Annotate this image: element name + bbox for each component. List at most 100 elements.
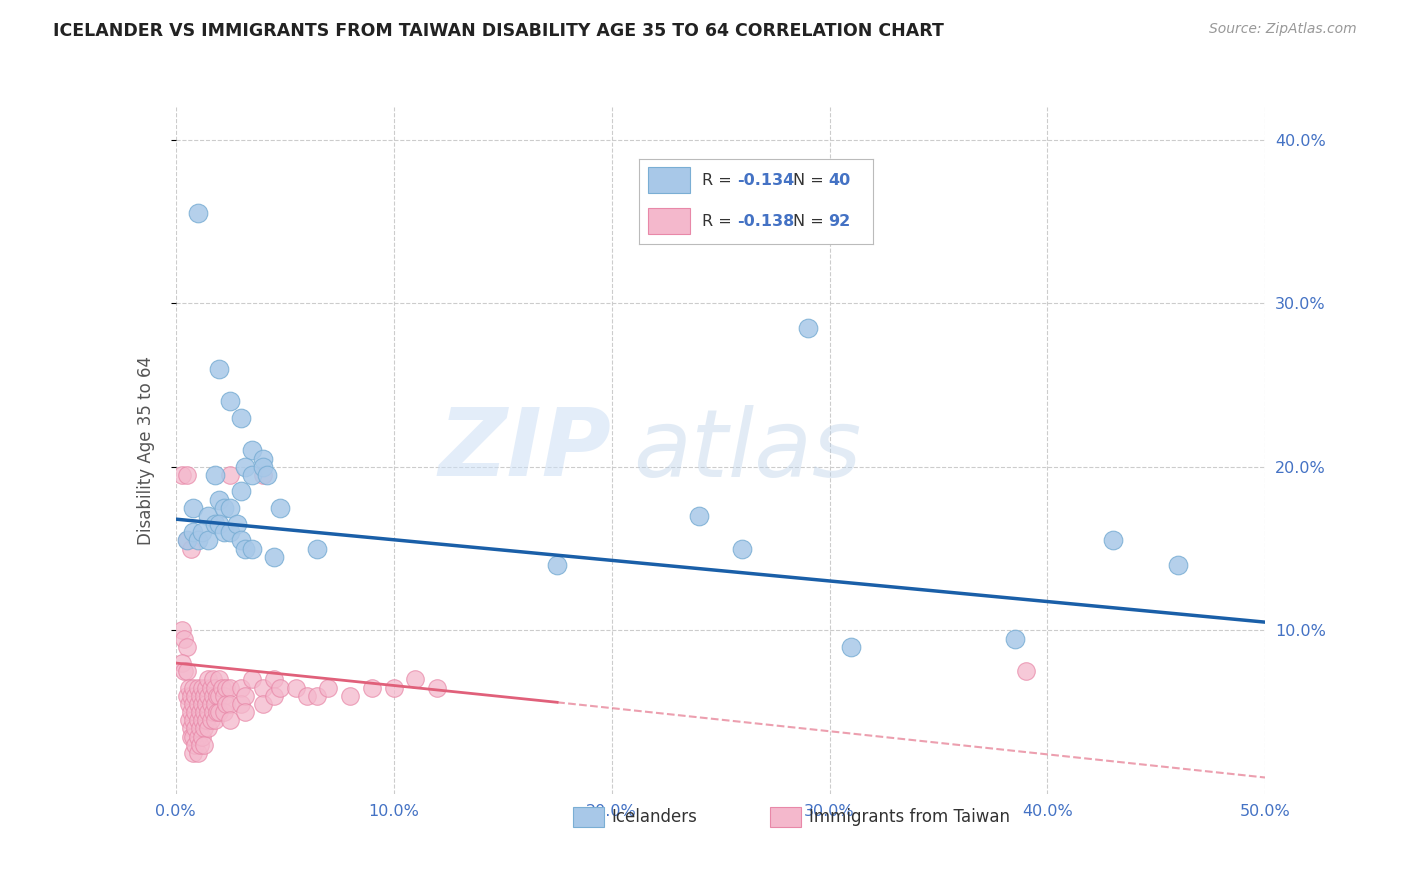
Point — [200, 714, 222, 728]
Point — [200, 681, 222, 695]
Point — [225, 516, 247, 531]
Text: -0.134: -0.134 — [737, 172, 794, 187]
Point — [201, 673, 224, 687]
Point — [1015, 664, 1038, 679]
Point — [269, 681, 291, 695]
Point — [186, 681, 209, 695]
Point — [240, 673, 263, 687]
Point — [180, 722, 202, 736]
Point — [339, 689, 361, 703]
Point — [176, 467, 198, 482]
Point — [231, 681, 253, 695]
Point — [208, 689, 231, 703]
Text: -0.138: -0.138 — [737, 214, 794, 228]
Point — [173, 664, 195, 679]
Point — [208, 492, 231, 507]
Point — [204, 697, 226, 711]
Point — [181, 746, 204, 760]
Point — [1102, 533, 1125, 548]
Point — [731, 541, 754, 556]
Point — [235, 459, 257, 474]
Point — [191, 730, 214, 744]
Point — [263, 689, 285, 703]
Point — [252, 459, 274, 474]
Point — [252, 697, 274, 711]
Point — [219, 714, 242, 728]
Point — [204, 467, 226, 482]
Point — [240, 443, 263, 458]
Point — [173, 632, 195, 646]
Point — [208, 516, 231, 531]
Point — [231, 484, 253, 499]
Point — [172, 467, 194, 482]
Point — [181, 697, 204, 711]
Text: ZIP: ZIP — [439, 404, 612, 497]
Text: Icelanders: Icelanders — [610, 808, 697, 826]
Text: ICELANDER VS IMMIGRANTS FROM TAIWAN DISABILITY AGE 35 TO 64 CORRELATION CHART: ICELANDER VS IMMIGRANTS FROM TAIWAN DISA… — [53, 22, 945, 40]
Point — [197, 689, 219, 703]
Point — [184, 722, 207, 736]
Point — [219, 394, 242, 409]
Point — [231, 533, 253, 548]
Point — [307, 541, 329, 556]
Point — [195, 681, 218, 695]
Point — [177, 697, 200, 711]
Text: 92: 92 — [828, 214, 851, 228]
Point — [269, 500, 291, 515]
Point — [231, 697, 253, 711]
Point — [191, 681, 214, 695]
Point — [186, 730, 209, 744]
Point — [191, 697, 214, 711]
Point — [208, 361, 231, 376]
Point — [188, 738, 211, 752]
Point — [219, 500, 242, 515]
Point — [382, 681, 405, 695]
Text: N =: N = — [793, 172, 830, 187]
Point — [212, 525, 235, 540]
Text: N =: N = — [793, 214, 830, 228]
Point — [204, 516, 226, 531]
Point — [180, 730, 202, 744]
Point — [263, 673, 285, 687]
Text: 40: 40 — [828, 172, 851, 187]
Point — [184, 738, 207, 752]
Point — [186, 533, 209, 548]
Point — [252, 681, 274, 695]
Point — [186, 746, 209, 760]
Point — [205, 705, 228, 719]
Point — [212, 705, 235, 719]
Point — [181, 500, 204, 515]
Point — [197, 705, 219, 719]
Point — [186, 697, 209, 711]
Point — [193, 722, 215, 736]
Point — [184, 705, 207, 719]
Point — [181, 714, 204, 728]
Text: Source: ZipAtlas.com: Source: ZipAtlas.com — [1209, 22, 1357, 37]
Text: atlas: atlas — [633, 405, 862, 496]
Point — [546, 558, 568, 572]
Point — [172, 624, 194, 638]
Point — [181, 681, 204, 695]
Point — [188, 705, 211, 719]
Text: R =: R = — [702, 172, 737, 187]
Point — [212, 689, 235, 703]
Point — [181, 730, 204, 744]
Point — [201, 705, 224, 719]
Bar — [648, 167, 690, 193]
Point — [184, 689, 207, 703]
Point — [796, 321, 818, 335]
Point — [240, 541, 263, 556]
Point — [197, 533, 219, 548]
Point — [208, 673, 231, 687]
Point — [307, 689, 329, 703]
Point — [235, 541, 257, 556]
Point — [193, 705, 215, 719]
Point — [176, 533, 198, 548]
Point — [197, 673, 219, 687]
Point — [235, 705, 257, 719]
Point — [252, 451, 274, 466]
Point — [235, 689, 257, 703]
Point — [176, 640, 198, 654]
Point — [215, 681, 238, 695]
Point — [191, 714, 214, 728]
